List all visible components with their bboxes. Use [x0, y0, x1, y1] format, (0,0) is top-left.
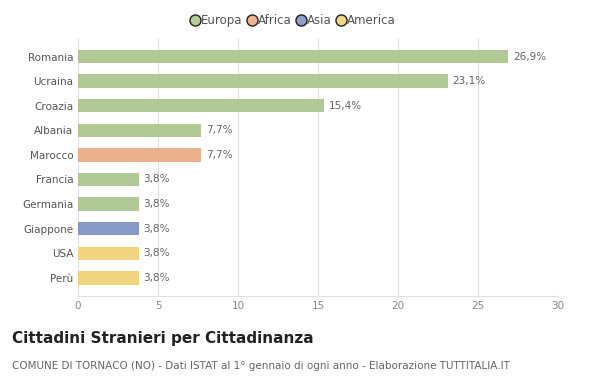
- Text: Cittadini Stranieri per Cittadinanza: Cittadini Stranieri per Cittadinanza: [12, 331, 314, 345]
- Text: 23,1%: 23,1%: [452, 76, 485, 86]
- Text: 7,7%: 7,7%: [206, 125, 233, 135]
- Bar: [78, 222, 139, 236]
- Bar: [78, 271, 139, 285]
- Text: 3,8%: 3,8%: [143, 199, 170, 209]
- Legend: Europa, Africa, Asia, America: Europa, Africa, Asia, America: [190, 12, 398, 30]
- Bar: [78, 197, 139, 211]
- Bar: [78, 99, 325, 112]
- Text: COMUNE DI TORNACO (NO) - Dati ISTAT al 1° gennaio di ogni anno - Elaborazione TU: COMUNE DI TORNACO (NO) - Dati ISTAT al 1…: [12, 361, 510, 371]
- Text: 15,4%: 15,4%: [329, 101, 362, 111]
- Text: 26,9%: 26,9%: [513, 52, 547, 62]
- Bar: [78, 247, 139, 260]
- Bar: [78, 74, 448, 88]
- Bar: [78, 148, 201, 162]
- Text: 3,8%: 3,8%: [143, 174, 170, 185]
- Bar: [78, 124, 201, 137]
- Text: 3,8%: 3,8%: [143, 224, 170, 234]
- Bar: [78, 173, 139, 186]
- Text: 3,8%: 3,8%: [143, 273, 170, 283]
- Text: 3,8%: 3,8%: [143, 248, 170, 258]
- Text: 7,7%: 7,7%: [206, 150, 233, 160]
- Bar: [78, 50, 508, 63]
